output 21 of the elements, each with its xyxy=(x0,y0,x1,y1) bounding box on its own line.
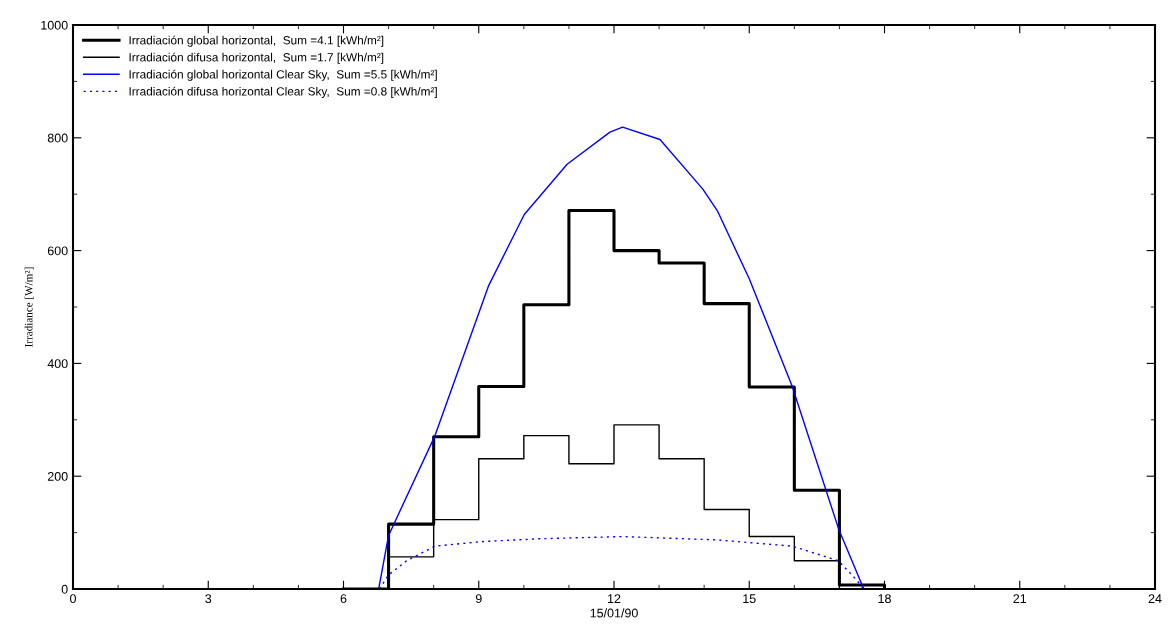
legend-label: Irradiación difusa horizontal, Sum =1.7 [kWh/m²] xyxy=(129,52,384,64)
y-tick-label: 800 xyxy=(47,133,68,143)
y-tick-label: 600 xyxy=(47,246,68,256)
x-tick-label: 21 xyxy=(1013,594,1027,603)
x-tick-label: 24 xyxy=(1148,594,1162,603)
x-tick-label: 9 xyxy=(475,594,482,604)
x-tick-label: 12 xyxy=(608,594,621,603)
x-tick-label: 15 xyxy=(743,594,756,604)
x-tick-label: 3 xyxy=(205,594,212,604)
legend-label: Irradiación global horizontal, Sum =4.1 [kWh/m²] xyxy=(129,35,384,47)
x-axis-title: 15/01/90 xyxy=(590,608,638,618)
y-tick-label: 200 xyxy=(47,472,68,481)
x-tick-label: 6 xyxy=(340,594,347,604)
legend-label: Irradiación difusa horizontal Clear Sky, Sum =0.8 [kWh/m²] xyxy=(129,86,437,98)
legend-label: Irradiación global horizontal Clear Sky, Sum =5.5 [kWh/m²] xyxy=(129,69,437,81)
x-tick-label: 18 xyxy=(878,594,891,604)
y-tick-label: 0 xyxy=(61,584,68,594)
y-tick-label: 400 xyxy=(47,359,68,369)
y-tick-label: 1000 xyxy=(41,20,68,30)
x-tick-label: 0 xyxy=(70,594,76,604)
y-axis-title: Irradiance [W/m²] xyxy=(24,267,34,347)
